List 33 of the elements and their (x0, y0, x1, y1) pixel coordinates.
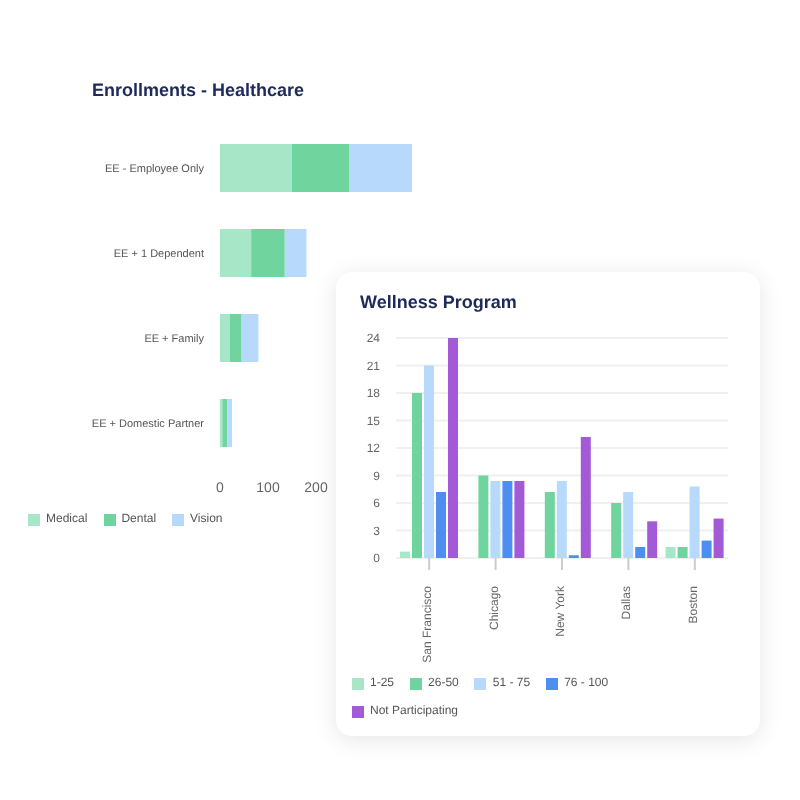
bar (689, 486, 700, 558)
bar (251, 229, 285, 277)
bar (502, 481, 513, 558)
chart-title: Enrollments - Healthcare (92, 80, 307, 100)
bar (241, 314, 259, 362)
bar (284, 229, 307, 277)
bar (514, 481, 525, 558)
bar (544, 492, 555, 558)
bar (611, 503, 622, 558)
bar (490, 481, 501, 558)
bar (448, 338, 458, 558)
bar (623, 492, 634, 558)
bar (713, 518, 724, 558)
bar (436, 492, 446, 558)
bar (349, 144, 412, 192)
bar (400, 551, 410, 558)
bar (556, 481, 567, 558)
bar (424, 365, 434, 558)
bar (701, 540, 712, 558)
bar (677, 547, 688, 558)
bar (478, 475, 489, 558)
bar (222, 399, 228, 447)
bar (580, 437, 591, 558)
bar (292, 144, 350, 192)
bar (220, 314, 230, 362)
bar (665, 547, 676, 558)
bar (412, 393, 422, 558)
bar (220, 229, 252, 277)
bar (647, 521, 658, 558)
chart-title: Wellness Program (360, 292, 519, 312)
bar (635, 547, 646, 558)
bar (229, 314, 242, 362)
bar (220, 144, 292, 192)
